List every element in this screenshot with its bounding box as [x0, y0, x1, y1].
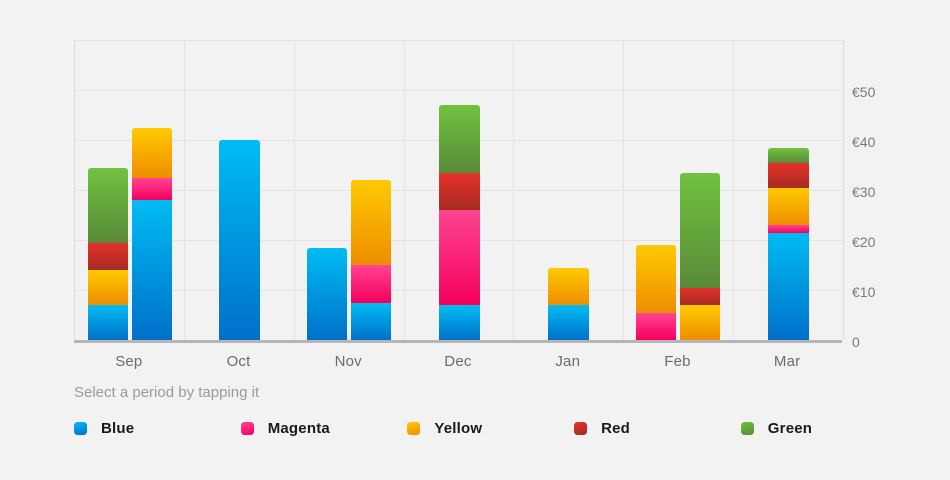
- bar-oct-1[interactable]: [219, 140, 261, 340]
- month-label-mar: Mar: [773, 353, 801, 370]
- month-label-sep: Sep: [115, 353, 143, 370]
- v-gridline: [732, 40, 734, 340]
- bar-segment-blue[interactable]: [767, 232, 809, 340]
- bar-segment-blue[interactable]: [87, 305, 128, 340]
- legend-item-magenta[interactable]: Magenta: [240, 420, 330, 437]
- bar-segment-blue[interactable]: [548, 305, 590, 340]
- bar-segment-red[interactable]: [438, 172, 480, 210]
- v-gridline: [513, 40, 515, 340]
- bar-segment-yellow[interactable]: [680, 305, 721, 340]
- x-axis-line: [74, 340, 842, 343]
- legend-label: Green: [767, 420, 813, 437]
- month-label-jan: Jan: [555, 353, 581, 370]
- legend-label: Red: [601, 420, 631, 437]
- bar-segment-magenta[interactable]: [351, 265, 392, 303]
- bar-segment-yellow[interactable]: [767, 187, 809, 225]
- legend-label: Blue: [101, 420, 135, 437]
- bar-sep-2[interactable]: [131, 127, 172, 340]
- legend-item-green[interactable]: Green: [740, 420, 813, 437]
- bar-segment-red[interactable]: [87, 242, 128, 270]
- bar-segment-yellow[interactable]: [351, 180, 392, 265]
- bar-segment-blue[interactable]: [351, 302, 392, 340]
- y-axis-label-40: €40: [852, 134, 876, 150]
- h-gridline: [75, 40, 843, 41]
- y-axis-label-10: €10: [852, 284, 876, 300]
- bar-jan-1[interactable]: [548, 267, 590, 340]
- bar-segment-yellow[interactable]: [131, 127, 172, 178]
- legend-swatch-yellow: [407, 422, 421, 435]
- month-label-feb: Feb: [664, 353, 691, 370]
- bar-segment-green[interactable]: [87, 167, 128, 243]
- bar-sep-1[interactable]: [87, 167, 128, 340]
- bar-segment-green[interactable]: [438, 105, 480, 173]
- plot-area: [74, 40, 844, 340]
- v-gridline: [403, 40, 405, 340]
- bar-segment-yellow[interactable]: [87, 270, 128, 305]
- chart-hint-text: Select a period by tapping it: [74, 384, 260, 401]
- bar-mar-1[interactable]: [767, 147, 809, 340]
- month-label-oct: Oct: [226, 353, 251, 370]
- legend-item-red[interactable]: Red: [574, 420, 630, 437]
- bar-segment-magenta[interactable]: [438, 210, 480, 305]
- bar-nov-2[interactable]: [351, 180, 392, 340]
- y-axis-label-0: 0: [852, 334, 860, 350]
- legend-swatch-red: [574, 422, 588, 435]
- bar-segment-yellow[interactable]: [636, 245, 677, 313]
- bar-feb-1[interactable]: [636, 245, 677, 340]
- legend-swatch-magenta: [240, 422, 254, 435]
- legend-swatch-blue: [74, 422, 87, 435]
- legend-label: Yellow: [434, 420, 483, 437]
- month-label-dec: Dec: [444, 353, 472, 370]
- legend: Blue Magenta Yellow Red Green: [74, 420, 864, 440]
- bar-feb-2[interactable]: [680, 172, 721, 340]
- y-axis-label-30: €30: [852, 184, 876, 200]
- bar-segment-red[interactable]: [767, 162, 809, 188]
- bar-segment-green[interactable]: [767, 147, 809, 163]
- bar-segment-magenta[interactable]: [131, 177, 172, 200]
- v-gridline: [293, 40, 295, 340]
- v-gridline: [184, 40, 186, 340]
- bar-segment-green[interactable]: [680, 172, 721, 288]
- y-axis-label-20: €20: [852, 234, 876, 250]
- legend-item-blue[interactable]: Blue: [74, 420, 134, 437]
- bar-nov-1[interactable]: [307, 247, 348, 340]
- legend-label: Magenta: [267, 420, 330, 437]
- bar-dec-1[interactable]: [438, 105, 480, 340]
- h-gridline: [75, 90, 843, 91]
- bar-segment-blue[interactable]: [307, 247, 348, 340]
- legend-item-yellow[interactable]: Yellow: [407, 420, 482, 437]
- bar-segment-red[interactable]: [680, 287, 721, 305]
- bar-segment-blue[interactable]: [438, 305, 480, 340]
- bar-segment-yellow[interactable]: [548, 267, 590, 305]
- v-gridline: [623, 40, 625, 340]
- month-label-nov: Nov: [334, 353, 362, 370]
- y-axis-label-50: €50: [852, 84, 876, 100]
- bar-segment-magenta[interactable]: [636, 312, 677, 340]
- legend-swatch-green: [740, 422, 754, 435]
- bar-segment-blue[interactable]: [131, 200, 172, 340]
- bar-segment-blue[interactable]: [219, 140, 261, 340]
- bar-segment-magenta[interactable]: [767, 225, 809, 233]
